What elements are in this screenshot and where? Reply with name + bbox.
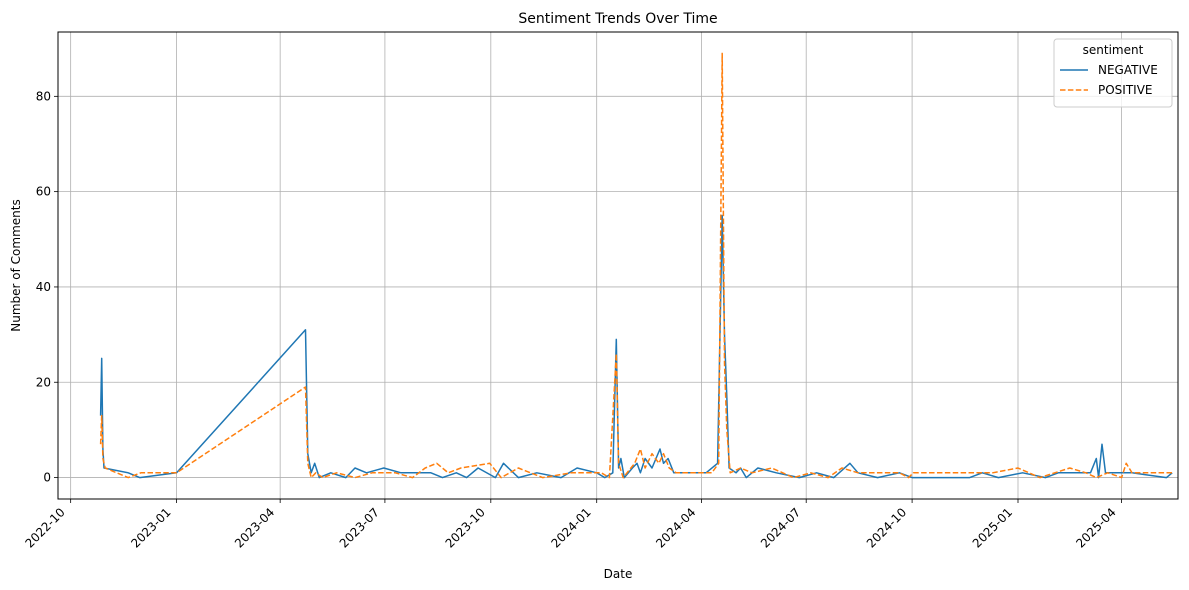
- y-tick-label: 80: [36, 89, 51, 103]
- series-line-positive: [99, 52, 1173, 479]
- x-tick-label: 2024-07: [758, 505, 803, 550]
- x-tick-label: 2023-07: [337, 505, 382, 550]
- ticks: 2022-10 2023-01 2023-04 2023-07 2023-10 2024-…: [22, 89, 1122, 551]
- grid: [58, 32, 1178, 499]
- x-tick-label: 2022-10: [22, 505, 67, 550]
- chart-title: Sentiment Trends Over Time: [518, 11, 717, 27]
- y-axis-label: Number of Comments: [9, 199, 23, 331]
- series-line-negative: [99, 214, 1173, 479]
- y-tick-label: 60: [36, 185, 51, 199]
- x-tick-label: 2023-01: [128, 505, 173, 550]
- legend-box: [1053, 38, 1173, 108]
- legend-label-negative: NEGATIVE: [1098, 63, 1158, 77]
- x-tick-label: 2025-01: [970, 505, 1015, 550]
- legend: sentiment NEGATIVE POSITIVE: [1053, 38, 1173, 108]
- x-tick-label: 2023-10: [443, 505, 488, 550]
- x-axis-label: Date: [604, 567, 633, 581]
- axes-frame: [57, 31, 1179, 500]
- series-lines: [99, 52, 1173, 479]
- x-tick-label: 2025-04: [1073, 505, 1118, 550]
- legend-title: sentiment: [1083, 43, 1144, 57]
- x-tick-label: 2024-01: [548, 505, 593, 550]
- y-tick-label: 40: [36, 280, 51, 294]
- x-tick-label: 2024-04: [653, 505, 698, 550]
- legend-label-positive: POSITIVE: [1098, 83, 1153, 97]
- x-tick-label: 2024-10: [864, 505, 909, 550]
- y-tick-label: 0: [43, 471, 51, 485]
- x-tick-label: 2023-04: [232, 505, 277, 550]
- y-tick-label: 20: [36, 375, 51, 389]
